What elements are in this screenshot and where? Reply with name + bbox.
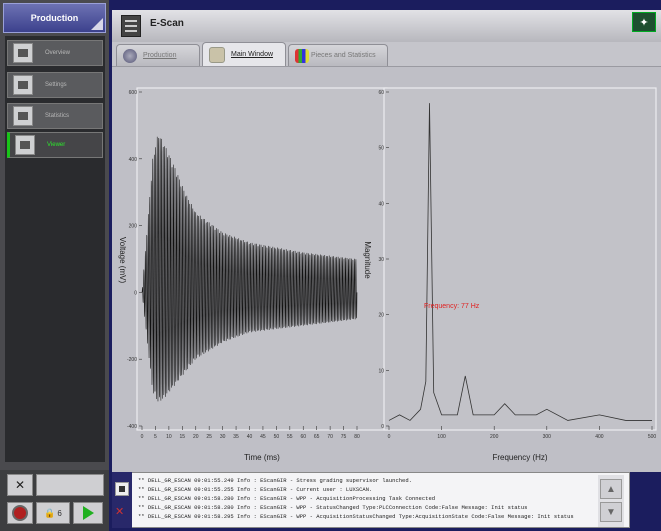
log-panel bbox=[112, 472, 630, 528]
production-tab-icon bbox=[123, 48, 137, 63]
log-toggle-button[interactable] bbox=[115, 482, 129, 496]
main-window-tab-icon bbox=[209, 46, 225, 63]
voltage-chart-y-axis-label: Voltage (mV) bbox=[118, 237, 127, 284]
voltage-chart-x-tick-label: 10 bbox=[166, 434, 172, 440]
charts-svg: 0 5 10 15 20 25 30 35 40 45 50 55 60 65 70 75 80 -400 -200… bbox=[118, 87, 657, 462]
stop-icon bbox=[12, 505, 28, 521]
corner-resize-icon bbox=[91, 18, 103, 30]
scroll-up-icon[interactable]: ▲ bbox=[600, 479, 622, 499]
frequency-chart-x-tick-label: 0 bbox=[388, 434, 391, 440]
voltage-chart-x-axis-label: Time (ms) bbox=[244, 453, 280, 462]
voltage-chart-x-tick-label: 70 bbox=[327, 434, 333, 440]
statistics-icon bbox=[13, 106, 33, 126]
voltage-chart-y-tick-label: 200 bbox=[129, 224, 138, 230]
log-sidebar: ✕ bbox=[112, 472, 132, 528]
sidebar-item-label: Statistics bbox=[45, 113, 70, 119]
voltage-chart-x-tick-label: 25 bbox=[206, 434, 212, 440]
log-clear-icon[interactable]: ✕ bbox=[115, 506, 125, 518]
frequency-chart: 0 100 200 300 400 500 0 10 20 30 40 50 60 Frequency:… bbox=[363, 87, 657, 462]
lock-button[interactable]: 🔒 6 bbox=[36, 502, 70, 524]
log-line: ** DELL_GR_ESCAN 09:01:58.295 Info : ESc… bbox=[138, 513, 574, 520]
voltage-waveform-line bbox=[141, 136, 358, 402]
tab-pieces-and-statistics[interactable]: Pieces and Statistics bbox=[288, 44, 388, 66]
frequency-chart-y-tick-label: 50 bbox=[378, 146, 384, 152]
sidebar-header-label: Production bbox=[30, 13, 79, 23]
window-title: E-Scan bbox=[150, 18, 184, 29]
voltage-chart-x-tick-label: 40 bbox=[247, 434, 253, 440]
tab-label: Main Window bbox=[231, 51, 274, 58]
sidebar-header[interactable]: Production bbox=[3, 3, 106, 33]
voltage-chart-x-tick-label: 80 bbox=[354, 434, 360, 440]
tab-label: Production bbox=[143, 52, 177, 59]
voltage-chart-x-tick-label: 30 bbox=[220, 434, 226, 440]
frequency-chart-x-tick-label: 200 bbox=[490, 434, 499, 440]
sidebar-item-label: Overview bbox=[45, 50, 71, 56]
frequency-chart-y-tick-label: 30 bbox=[378, 257, 384, 263]
voltage-chart-x-tick-label: 35 bbox=[233, 434, 239, 440]
voltage-chart-y-tick-label: -400 bbox=[127, 424, 137, 430]
magnitude-spectrum-line bbox=[388, 103, 652, 421]
overview-icon bbox=[13, 43, 33, 63]
frequency-chart-x-tick-label: 100 bbox=[437, 434, 446, 440]
frequency-chart-x-tick-label: 500 bbox=[648, 434, 657, 440]
log-line: ** DELL_GR_ESCAN 09:01:58.280 Info : ESc… bbox=[138, 495, 436, 502]
log-line: ** DELL_GR_ESCAN 09:01:55.249 Info : ESc… bbox=[138, 477, 412, 484]
frequency-chart-y-tick-label: 20 bbox=[378, 313, 384, 319]
frequency-chart-x-tick-label: 400 bbox=[595, 434, 604, 440]
voltage-chart-y-tick-label: 0 bbox=[134, 290, 137, 296]
crossed-tools-icon: ✕ bbox=[14, 478, 26, 492]
frequency-annotation: Frequency: 77 Hz bbox=[424, 303, 480, 310]
lock-icon: 🔒 bbox=[44, 507, 56, 518]
status-flag-icon[interactable]: ✦ bbox=[632, 12, 656, 32]
frequency-chart-plot-area bbox=[383, 87, 657, 431]
sidebar-item-viewer[interactable]: Viewer bbox=[7, 132, 103, 158]
frequency-chart-y-axis-label: Magnitude bbox=[363, 241, 372, 279]
voltage-chart-x-tick-label: 60 bbox=[300, 434, 306, 440]
pieces-statistics-tab-icon bbox=[295, 48, 309, 63]
title-bar bbox=[112, 10, 661, 42]
frequency-chart-x-axis-label: Frequency (Hz) bbox=[492, 453, 547, 462]
tab-label: Pieces and Statistics bbox=[311, 52, 376, 59]
voltage-chart-x-tick-label: 15 bbox=[180, 434, 186, 440]
log-line: ** DELL_GR_ESCAN 09:01:58.280 Info : ESc… bbox=[138, 504, 528, 511]
voltage-chart-y-tick-label: -200 bbox=[127, 357, 137, 363]
scroll-down-icon[interactable]: ▼ bbox=[600, 502, 622, 522]
log-line: ** DELL_GR_ESCAN 09:01:55.255 Info : ESc… bbox=[138, 486, 373, 493]
voltage-chart-x-tick-label: 45 bbox=[260, 434, 266, 440]
voltage-chart-x-tick-label: 50 bbox=[274, 434, 280, 440]
empty-control-button[interactable] bbox=[36, 474, 104, 496]
voltage-chart-x-tick-label: 20 bbox=[193, 434, 199, 440]
frequency-chart-y-tick-label: 0 bbox=[381, 424, 384, 430]
voltage-chart-y-tick-label: 600 bbox=[129, 90, 138, 96]
voltage-chart-x-tick-label: 5 bbox=[154, 434, 157, 440]
voltage-chart-x-tick-label: 55 bbox=[287, 434, 293, 440]
voltage-chart-x-tick-label: 75 bbox=[341, 434, 347, 440]
viewer-icon bbox=[15, 135, 35, 155]
play-button[interactable] bbox=[73, 502, 103, 524]
sidebar-item-label: Viewer bbox=[47, 142, 66, 148]
voltage-chart-x-tick-label: 65 bbox=[314, 434, 320, 440]
log-scrollbar[interactable]: ▲ ▼ bbox=[598, 475, 624, 527]
frequency-chart-y-tick-label: 10 bbox=[378, 368, 384, 374]
frequency-chart-y-tick-label: 60 bbox=[378, 90, 384, 96]
voltage-chart-y-tick-label: 400 bbox=[129, 157, 138, 163]
sidebar-list: Overview Settings Statistics Viewer bbox=[5, 36, 105, 462]
frequency-chart-x-tick-label: 300 bbox=[543, 434, 552, 440]
frequency-chart-y-tick-label: 40 bbox=[378, 201, 384, 207]
tools-button[interactable]: ✕ bbox=[7, 474, 33, 496]
play-icon bbox=[82, 506, 94, 520]
stop-button[interactable] bbox=[7, 502, 33, 524]
sidebar-item-statistics[interactable]: Statistics bbox=[7, 103, 103, 129]
tab-production[interactable]: Production bbox=[116, 44, 200, 66]
voltage-chart: 0 5 10 15 20 25 30 35 40 45 50 55 60 65 70 75 80 -400 -200… bbox=[118, 87, 388, 462]
sidebar-item-label: Settings bbox=[45, 82, 67, 88]
sidebar-item-settings[interactable]: Settings bbox=[7, 72, 103, 98]
settings-icon bbox=[13, 75, 33, 95]
voltage-chart-x-tick-label: 0 bbox=[141, 434, 144, 440]
sidebar-item-overview[interactable]: Overview bbox=[7, 40, 103, 66]
tab-main-window[interactable]: Main Window bbox=[202, 42, 286, 66]
escan-app-icon bbox=[121, 15, 141, 37]
lock-count: 6 bbox=[57, 508, 62, 518]
